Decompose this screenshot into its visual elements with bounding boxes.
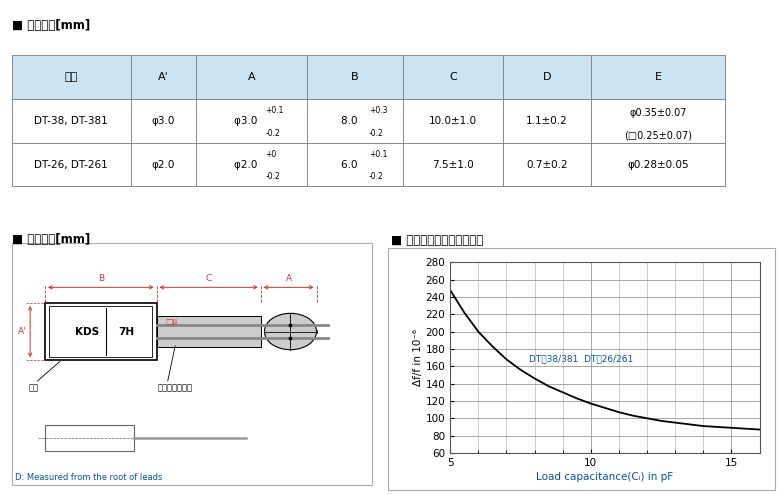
Text: +0.1: +0.1 [265, 106, 283, 115]
Bar [403, 143, 503, 186]
Text: D: D [543, 72, 551, 82]
Text: 10.0±1.0: 10.0±1.0 [429, 116, 477, 126]
Text: A: A [286, 274, 292, 284]
Text: KDS: KDS [75, 327, 99, 337]
Text: 1.1±0.2: 1.1±0.2 [526, 116, 568, 126]
Text: E: E [655, 72, 662, 82]
Text: DT－38/381  DT－26/261: DT－38/381 DT－26/261 [529, 354, 633, 363]
Text: -0.2: -0.2 [369, 172, 384, 181]
Bar [403, 55, 503, 99]
Bar [45, 425, 135, 451]
Text: +0.3: +0.3 [369, 106, 388, 115]
Text: +0.1: +0.1 [369, 150, 388, 159]
Text: ■ 負荷容量特性（代表例）: ■ 負荷容量特性（代表例） [392, 234, 484, 247]
Bar [45, 303, 157, 360]
Bar [131, 55, 196, 99]
Bar [131, 99, 196, 143]
Text: C: C [206, 274, 211, 284]
Bar [591, 55, 725, 99]
Text: 0.7±0.2: 0.7±0.2 [526, 159, 568, 169]
Text: +0: +0 [265, 150, 276, 159]
Bar [12, 143, 131, 186]
Bar [307, 143, 403, 186]
Bar [503, 55, 591, 99]
Text: ■ 外形尺法[mm]: ■ 外形尺法[mm] [12, 233, 90, 246]
Text: φ2.0: φ2.0 [234, 159, 261, 169]
Text: A': A' [18, 327, 27, 336]
Circle shape [265, 313, 316, 349]
Y-axis label: Δf/f in 10⁻⁶: Δf/f in 10⁻⁶ [413, 329, 423, 386]
Text: B: B [352, 72, 359, 82]
Text: φ0.35±0.07: φ0.35±0.07 [630, 108, 687, 118]
Text: φ0.28±0.05: φ0.28±0.05 [627, 159, 689, 169]
X-axis label: Load capacitance(Cₗ) in pF: Load capacitance(Cₗ) in pF [536, 472, 673, 482]
Text: 型名: 型名 [64, 72, 78, 82]
Bar [503, 143, 591, 186]
Text: (□0.25±0.07): (□0.25±0.07) [624, 130, 692, 140]
Text: 6.0: 6.0 [341, 159, 361, 169]
Text: 社名: 社名 [29, 384, 39, 393]
Text: 7H: 7H [118, 327, 135, 337]
Bar [131, 143, 196, 186]
Text: B: B [98, 274, 104, 284]
Text: 8.0: 8.0 [341, 116, 361, 126]
Text: -0.2: -0.2 [265, 129, 280, 138]
Bar [157, 316, 261, 347]
Text: DT-38, DT-381: DT-38, DT-381 [34, 116, 108, 126]
Text: φ3.0: φ3.0 [234, 116, 261, 126]
Text: DT-26, DT-261: DT-26, DT-261 [34, 159, 108, 169]
Text: 7.5±1.0: 7.5±1.0 [432, 159, 474, 169]
Text: φ3.0: φ3.0 [152, 116, 175, 126]
Text: ■ 外形尺法[mm]: ■ 外形尺法[mm] [12, 19, 90, 32]
Bar [307, 55, 403, 99]
Bar [49, 306, 152, 357]
Bar [196, 143, 307, 186]
Text: D: Measured from the root of leads: D: Measured from the root of leads [16, 473, 163, 482]
Text: φ2.0: φ2.0 [152, 159, 175, 169]
Text: C: C [449, 72, 456, 82]
Bar [403, 99, 503, 143]
Text: -0.2: -0.2 [265, 172, 280, 181]
Text: -0.2: -0.2 [369, 129, 384, 138]
Bar [307, 99, 403, 143]
Bar [196, 99, 307, 143]
Bar [196, 55, 307, 99]
Text: □μ: □μ [165, 317, 178, 326]
Bar [591, 99, 725, 143]
Text: A': A' [158, 72, 168, 82]
Bar [12, 55, 131, 99]
Bar [12, 99, 131, 143]
Text: A: A [247, 72, 255, 82]
Bar [503, 99, 591, 143]
Bar [591, 143, 725, 186]
Text: 製造ロット番号: 製造ロット番号 [157, 384, 193, 393]
